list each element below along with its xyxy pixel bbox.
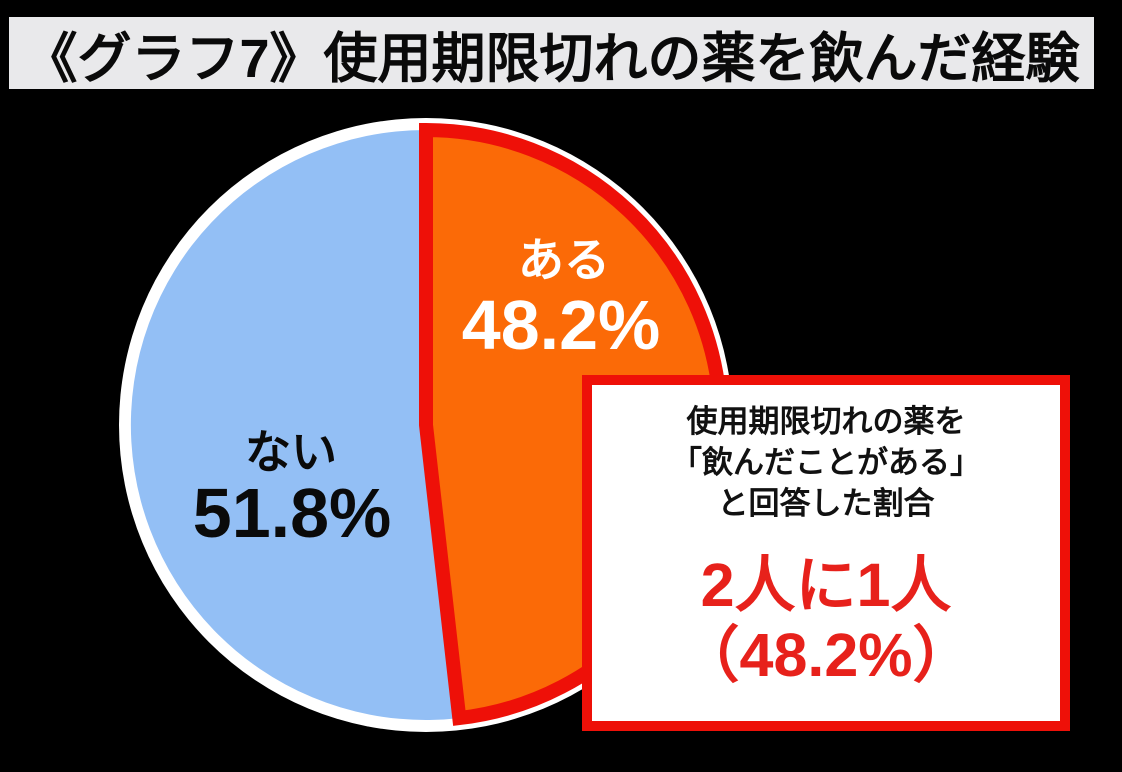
slice-label-nai: ない <box>245 426 337 478</box>
callout-box: 使用期限切れの薬を 「飲んだことがある」 と回答した割合 2人に1人 （48.2… <box>582 375 1070 731</box>
callout-description: 使用期限切れの薬を 「飲んだことがある」 と回答した割合 <box>671 401 981 524</box>
callout-line-1: 使用期限切れの薬を <box>686 404 966 439</box>
callout-line-3: と回答した割合 <box>717 486 935 521</box>
callout-line-2: 「飲んだことがある」 <box>671 445 981 480</box>
callout-highlight-line-2: （48.2%） <box>678 621 974 689</box>
pie-chart-svg <box>119 118 733 732</box>
pie-slice-nai <box>130 129 460 720</box>
slice-value-nai: 51.8% <box>192 474 392 552</box>
callout-highlight: 2人に1人 （48.2%） <box>679 550 974 690</box>
callout-highlight-line-1: 2人に1人 <box>700 551 952 619</box>
title-bar: 《グラフ7》使用期限切れの薬を飲んだ経験 <box>9 17 1094 89</box>
slice-value-aru: 48.2% <box>461 286 661 364</box>
slice-label-aru: ある <box>518 234 610 286</box>
pie-chart <box>106 105 746 745</box>
page-title: 《グラフ7》使用期限切れの薬を飲んだ経験 <box>23 28 1080 89</box>
